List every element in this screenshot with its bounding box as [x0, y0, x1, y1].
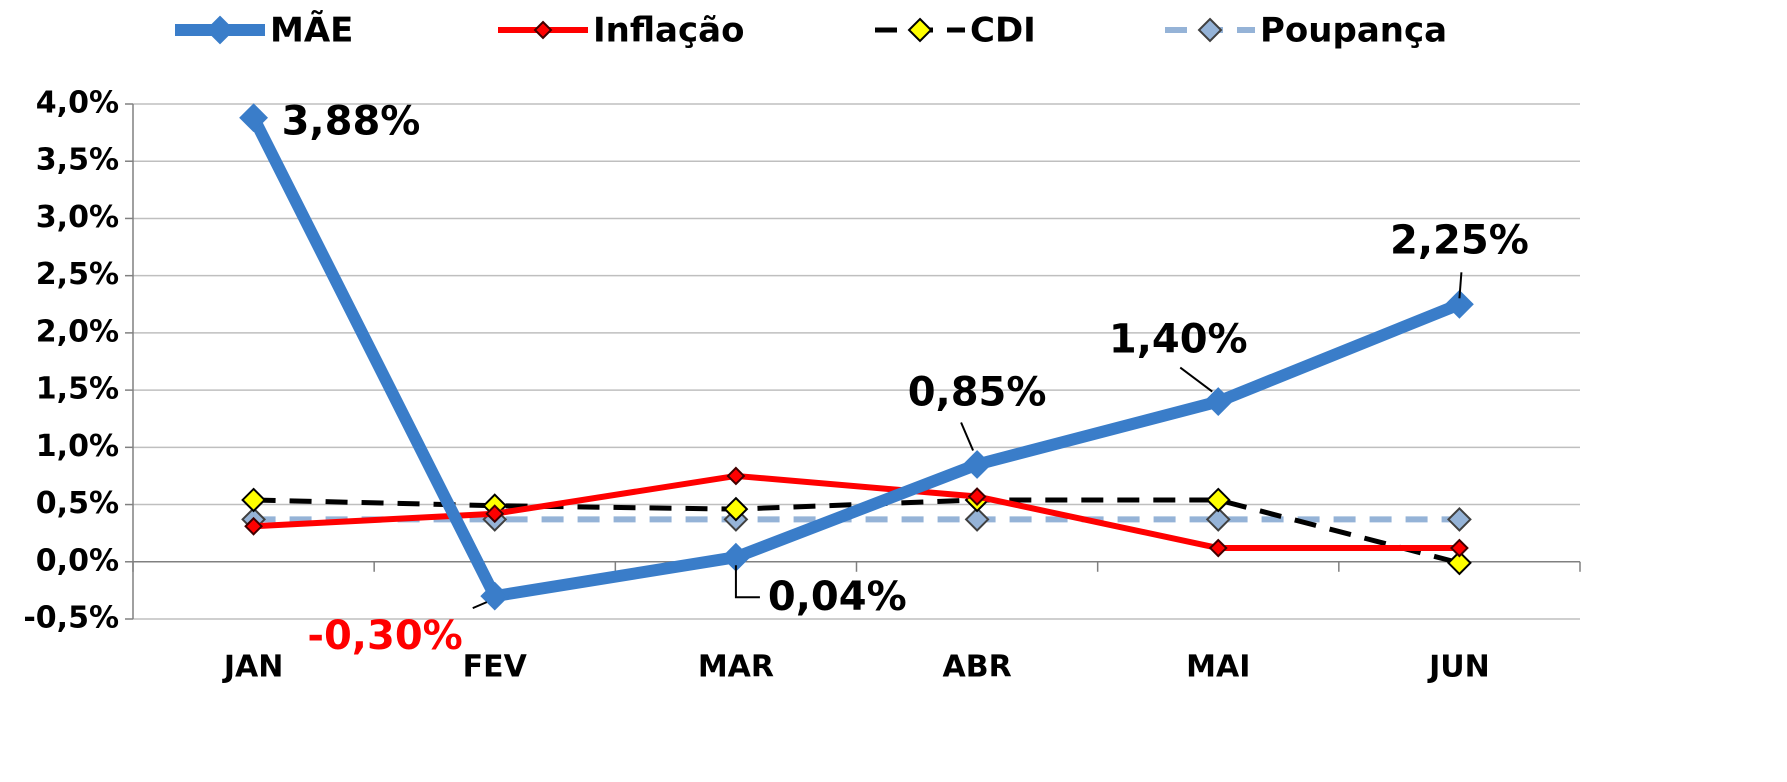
leader-line [1458, 272, 1463, 299]
point-marker [1208, 538, 1228, 558]
point-marker [244, 516, 263, 536]
point-marker [480, 581, 510, 611]
point-marker [964, 507, 990, 532]
x-tick-label: MAI [1186, 650, 1250, 685]
y-tick-label: 4,0% [36, 86, 119, 121]
point-marker [1205, 487, 1231, 513]
point-marker [1203, 387, 1233, 416]
x-tick-label: JUN [1427, 650, 1490, 685]
y-tick-label: 2,5% [36, 257, 119, 292]
legend-marker [1197, 17, 1223, 43]
y-tick-label: 1,0% [36, 429, 119, 464]
legend-label: CDI [970, 11, 1036, 51]
y-tick-label: 3,0% [36, 200, 119, 235]
data-label: 1,40% [1109, 317, 1248, 363]
point-marker [485, 504, 505, 524]
leader-line [734, 565, 760, 599]
data-label: -0,30% [307, 613, 462, 659]
point-marker [1445, 289, 1474, 319]
leader-line [960, 422, 975, 451]
data-label: 3,88% [282, 99, 421, 145]
point-marker [1447, 550, 1472, 576]
point-marker [962, 450, 992, 479]
x-tick-label: FEV [463, 650, 528, 685]
legend-marker [533, 20, 553, 40]
leader-line [1179, 366, 1213, 393]
y-tick-label: 1,5% [36, 372, 119, 407]
legend-marker [907, 17, 933, 43]
y-tick-label: 2,0% [36, 314, 119, 349]
data-label: 2,25% [1390, 217, 1529, 263]
point-marker [726, 466, 746, 486]
legend-marker [205, 15, 235, 45]
leader-line [472, 601, 488, 610]
point-marker [723, 496, 749, 522]
point-marker [1450, 538, 1469, 558]
point-marker [1205, 507, 1231, 532]
x-tick-label: ABR [942, 650, 1011, 685]
point-marker [241, 487, 266, 513]
legend-label: MÃE [270, 10, 353, 51]
x-tick-label: MAR [698, 650, 774, 685]
y-tick-label: 0,0% [36, 543, 119, 578]
legend-label: Poupança [1260, 11, 1447, 51]
point-marker [967, 487, 987, 506]
point-marker [1447, 507, 1472, 532]
data-label: 0,04% [768, 574, 907, 620]
y-tick-label: 0,5% [36, 486, 119, 521]
series-line [248, 115, 1462, 603]
y-tick-label: 3,5% [36, 143, 119, 178]
data-label: 0,85% [908, 370, 1047, 416]
legend-label: Inflação [593, 11, 744, 51]
x-tick-label: JAN [222, 650, 284, 685]
y-tick-label: -0,5% [23, 601, 119, 636]
point-marker [239, 103, 268, 133]
